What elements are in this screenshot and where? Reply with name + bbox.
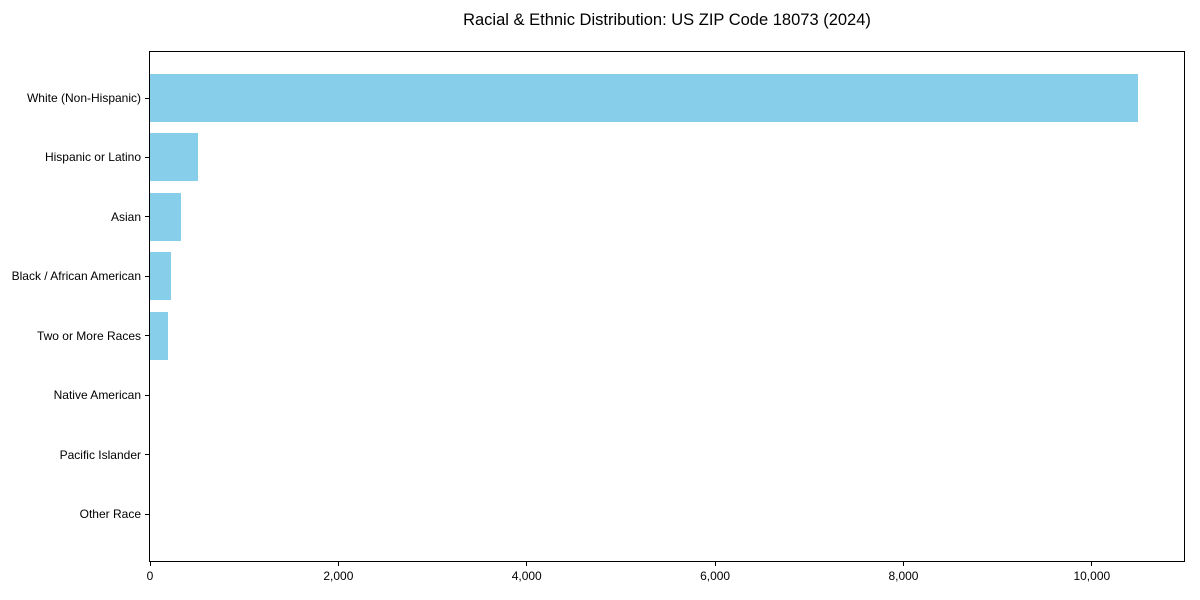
x-axis-label: 10,000 (1073, 569, 1111, 583)
y-axis-tick (145, 513, 150, 515)
y-axis-label: Asian (110, 209, 141, 224)
y-axis-label: Hispanic or Latino (44, 150, 141, 165)
y-axis-tick (145, 275, 150, 277)
x-axis-label: 4,000 (511, 569, 542, 583)
y-axis-tick (145, 394, 150, 396)
bar (150, 192, 182, 241)
bar (150, 311, 168, 360)
x-axis-tick (337, 561, 339, 566)
y-axis-tick (145, 335, 150, 337)
x-axis-label: 8,000 (888, 569, 919, 583)
y-axis-tick (145, 97, 150, 99)
x-axis-label: 0 (146, 569, 154, 583)
y-axis-label: White (Non-Hispanic) (26, 91, 141, 105)
y-axis-tick (145, 156, 150, 158)
bar (150, 252, 172, 301)
x-axis-tick (714, 561, 716, 566)
y-axis-label: Two or More Races (36, 328, 141, 343)
y-axis-label: Pacific Islander (59, 447, 141, 462)
x-axis-tick (149, 561, 151, 566)
x-axis-tick (902, 561, 904, 566)
x-axis-label: 2,000 (323, 569, 354, 583)
y-axis-label: Other Race (79, 507, 141, 521)
x-axis-label: 6,000 (700, 569, 731, 583)
y-axis-label: Black / African American (11, 269, 141, 284)
y-axis-tick (145, 216, 150, 218)
x-axis-tick (1091, 561, 1093, 566)
y-axis-label: Native American (53, 388, 141, 403)
y-axis-tick (145, 454, 150, 456)
x-axis-tick (526, 561, 528, 566)
chart-title: Racial & Ethnic Distribution: US ZIP Cod… (463, 11, 871, 29)
plot-area: White (Non-Hispanic) Hispanic or Latino As… (12, 51, 1185, 583)
bar (150, 133, 199, 182)
bar (150, 74, 1138, 122)
